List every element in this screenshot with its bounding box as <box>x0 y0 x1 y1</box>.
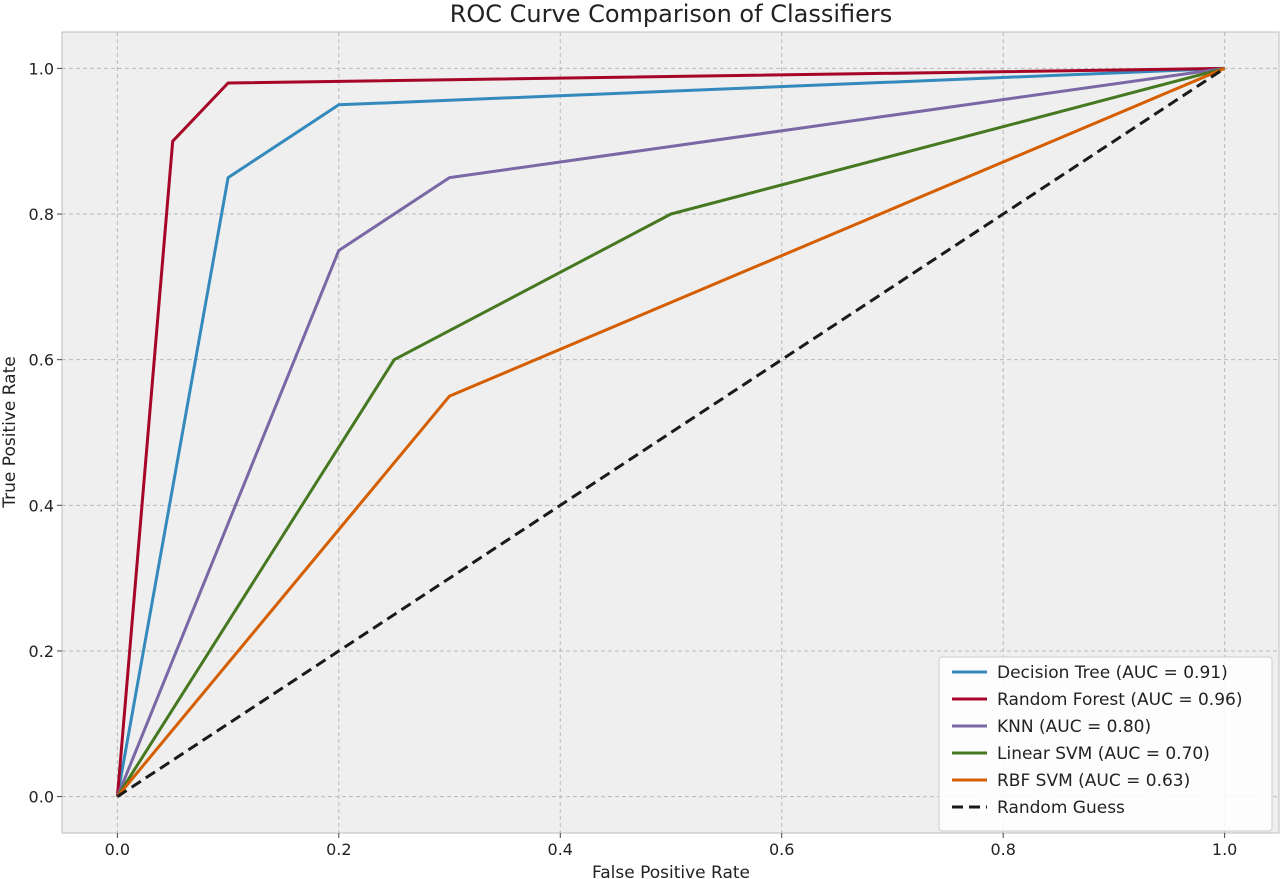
x-axis-label: False Positive Rate <box>592 863 750 879</box>
legend-label: Linear SVM (AUC = 0.70) <box>997 744 1210 764</box>
series-line-0 <box>115 66 1225 797</box>
series-line-3 <box>116 66 1225 798</box>
y-axis-label: True Positive Rate <box>0 356 20 508</box>
y-tick-label: 0.8 <box>29 205 54 224</box>
legend-box <box>938 656 1273 832</box>
y-tick-label: 0.0 <box>29 788 54 807</box>
chart-title: ROC Curve Comparison of Classifiers <box>450 0 893 28</box>
x-tick-label: 1.0 <box>1212 840 1237 859</box>
x-tick-label: 0.0 <box>105 840 130 859</box>
legend-label: Random Guess <box>997 798 1125 818</box>
legend-label: RBF SVM (AUC = 0.63) <box>997 771 1190 791</box>
x-tick-label: 0.6 <box>769 840 794 859</box>
series-line-1 <box>115 66 1225 797</box>
series-lines <box>115 66 1226 798</box>
x-axis-ticks: 0.0 0.2 0.4 0.6 0.8 1.0 <box>105 833 1237 859</box>
x-tick-label: 0.4 <box>548 840 573 859</box>
series-line-2 <box>116 66 1225 798</box>
legend-label: Random Forest (AUC = 0.96) <box>997 690 1242 710</box>
legend-label: Decision Tree (AUC = 0.91) <box>997 663 1228 683</box>
y-tick-label: 1.0 <box>29 59 54 78</box>
x-tick-label: 0.2 <box>326 840 351 859</box>
y-tick-label: 0.4 <box>29 496 54 515</box>
series-line-4 <box>116 67 1226 798</box>
y-tick-label: 0.2 <box>29 642 54 661</box>
y-tick-label: 0.6 <box>29 351 54 370</box>
y-axis-ticks: 0.0 0.2 0.4 0.6 0.8 1.0 <box>29 59 62 807</box>
x-tick-label: 0.8 <box>990 840 1015 859</box>
legend: Decision Tree (AUC = 0.91) Random Forest … <box>938 656 1273 832</box>
legend-label: KNN (AUC = 0.80) <box>997 717 1151 737</box>
